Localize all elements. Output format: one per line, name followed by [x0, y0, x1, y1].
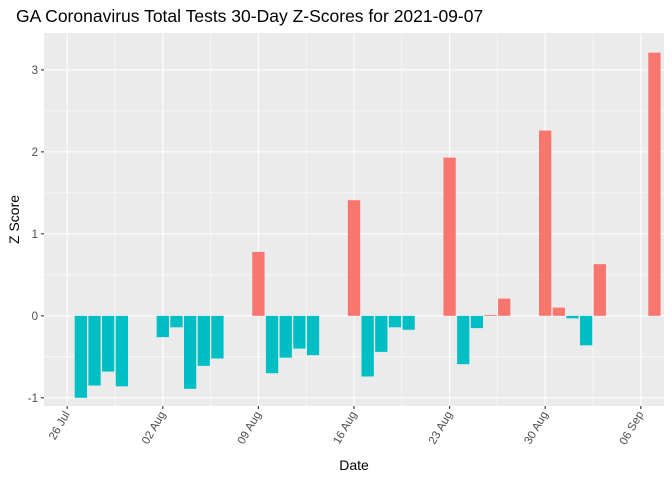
chart-title: GA Coronavirus Total Tests 30-Day Z-Scor…	[16, 6, 484, 26]
bar	[265, 315, 279, 374]
bar	[102, 315, 115, 372]
bar	[375, 315, 388, 352]
x-tick-label: 06 Sep	[618, 410, 647, 448]
bar	[293, 315, 306, 349]
bar	[183, 315, 197, 389]
x-tick-label: 02 Aug	[140, 410, 168, 447]
y-tick-label: 1	[32, 229, 38, 241]
bar	[648, 52, 661, 316]
y-tick-label: 3	[32, 65, 38, 77]
bar	[388, 315, 402, 328]
bar	[170, 315, 183, 328]
bar	[457, 315, 470, 365]
bar	[279, 315, 292, 358]
bar	[211, 315, 224, 359]
bar	[88, 315, 101, 386]
x-tick-label: 23 Aug	[427, 410, 455, 447]
bar	[156, 315, 169, 338]
bar	[347, 200, 361, 316]
y-tick-label: -1	[28, 393, 38, 405]
bar	[197, 315, 210, 366]
x-axis-title: Date	[339, 457, 369, 473]
x-tick-label: 26 Jul	[47, 410, 73, 443]
bar	[252, 251, 265, 316]
bar	[539, 130, 552, 316]
bar	[580, 315, 593, 346]
bars	[74, 52, 661, 398]
bar	[74, 315, 88, 398]
y-tick-label: 2	[32, 147, 38, 159]
bar	[306, 315, 320, 356]
y-axis-title: Z Score	[6, 195, 22, 244]
bar	[115, 315, 128, 387]
bar	[484, 315, 497, 316]
x-tick-label: 09 Aug	[236, 410, 264, 447]
bar	[593, 264, 606, 316]
y-tick-label: 0	[32, 311, 38, 323]
bar	[361, 315, 374, 377]
bar	[402, 315, 415, 330]
bar	[498, 298, 511, 316]
x-tick-label: 16 Aug	[331, 410, 359, 447]
bar	[443, 157, 456, 316]
bar	[566, 315, 579, 319]
bar	[552, 307, 565, 316]
bar	[470, 315, 484, 329]
x-tick-label: 30 Aug	[522, 410, 550, 447]
